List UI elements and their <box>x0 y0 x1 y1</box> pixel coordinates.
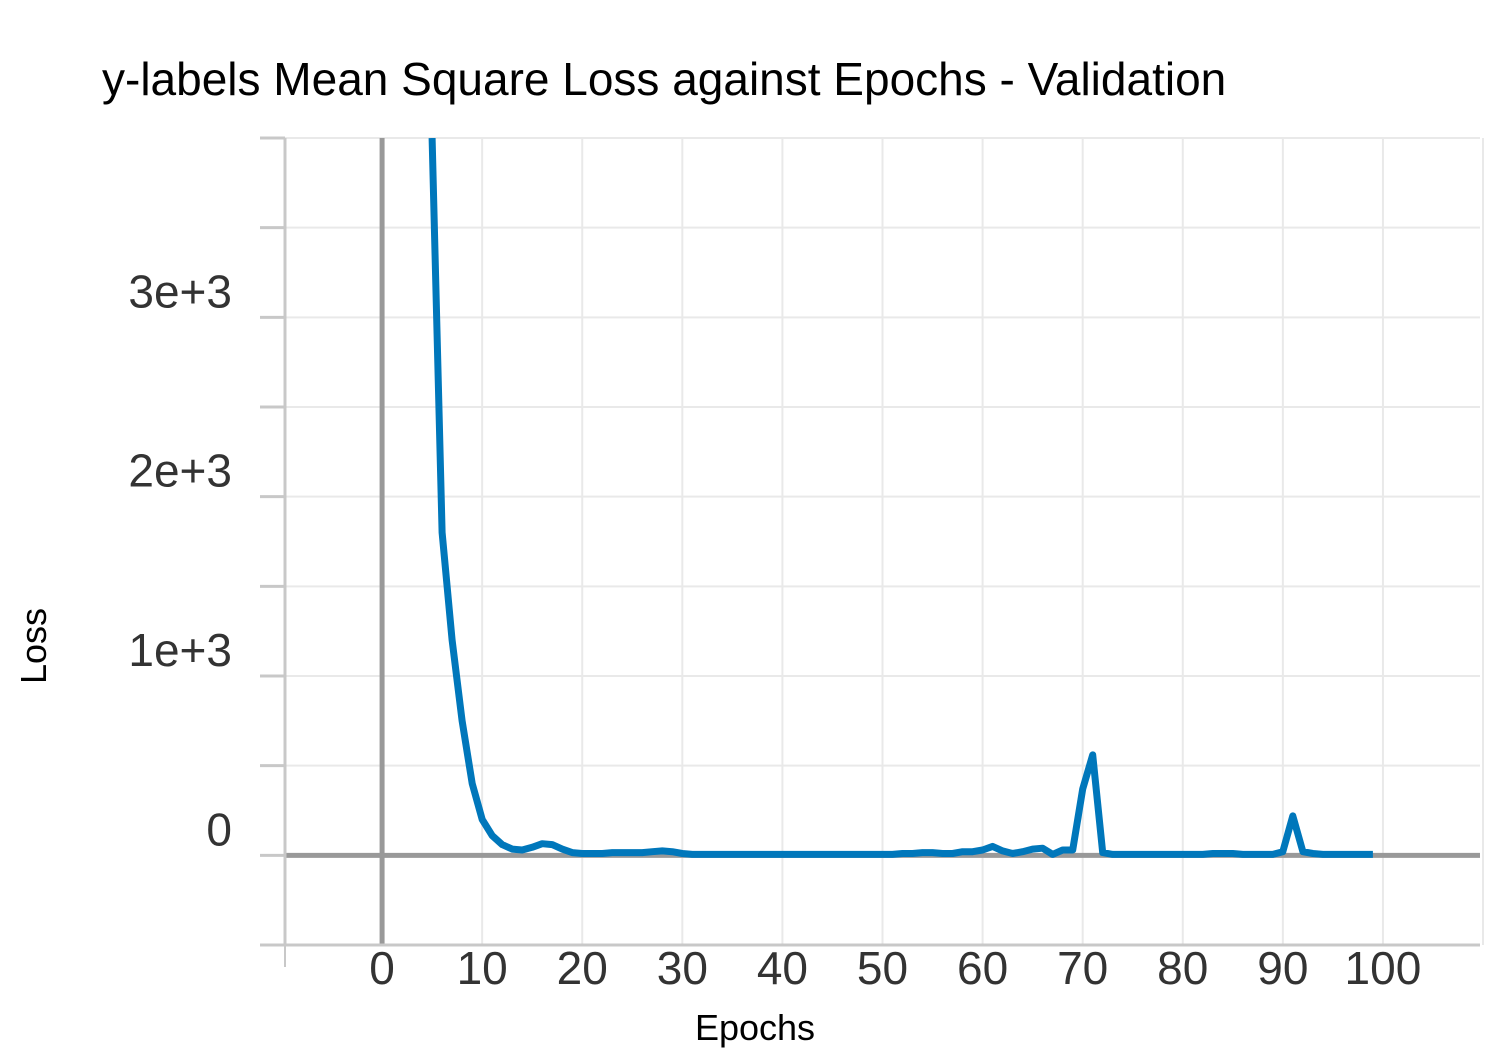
chart-title: y-labels Mean Square Loss against Epochs… <box>102 53 1227 105</box>
x-tick-label: 60 <box>957 942 1008 994</box>
x-tick-label: 70 <box>1057 942 1108 994</box>
x-axis-label: Epochs <box>695 1007 815 1048</box>
x-tick-label: 90 <box>1257 942 1308 994</box>
y-tick-label: 1e+3 <box>128 624 232 676</box>
y-tick-label: 0 <box>206 803 232 855</box>
x-tick-label: 100 <box>1345 942 1422 994</box>
x-tick-label: 50 <box>857 942 908 994</box>
axes <box>283 138 1480 967</box>
y-tick-label: 3e+3 <box>128 265 232 317</box>
grid-lines <box>285 137 1485 946</box>
x-axis-ticks: 0 10 20 30 40 50 60 70 80 90 100 <box>369 942 1421 994</box>
x-tick-label: 80 <box>1157 942 1208 994</box>
x-tick-label: 30 <box>657 942 708 994</box>
y-tick-label: 2e+3 <box>128 445 232 497</box>
y-axis-ticks: 0 1e+3 2e+3 3e+3 <box>128 136 285 947</box>
y-axis-label: Loss <box>13 608 54 684</box>
x-tick-label: 0 <box>369 942 395 994</box>
series-line <box>428 138 1373 858</box>
x-tick-label: 40 <box>757 942 808 994</box>
x-tick-label: 20 <box>557 942 608 994</box>
x-tick-label: 10 <box>457 942 508 994</box>
